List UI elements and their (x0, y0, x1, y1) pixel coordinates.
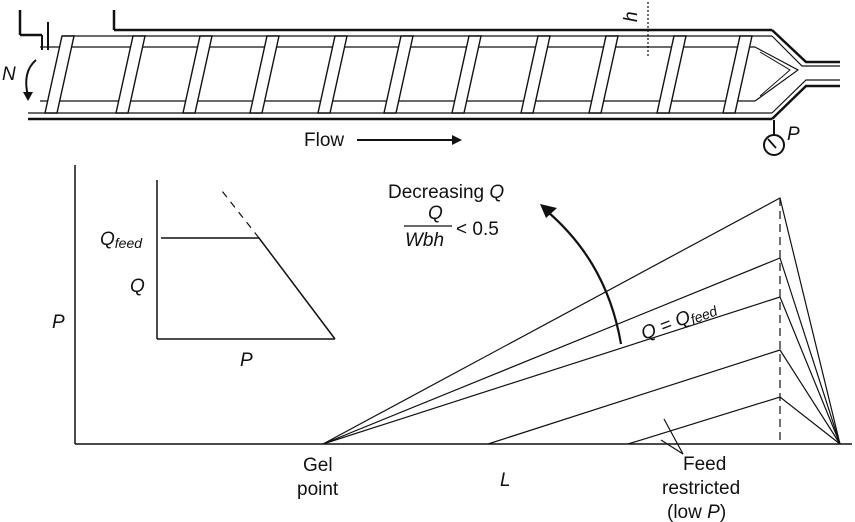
inset-x-label: P (240, 350, 253, 371)
extruder-schematic: h N Flow P (2, 2, 840, 156)
ratio-denominator: Wbh (405, 230, 444, 251)
gel-point-label-line1: Gel (303, 455, 333, 476)
rotation-arrow-icon (23, 92, 33, 101)
inset-y-label: Q (130, 276, 145, 297)
screw-flight (317, 35, 348, 114)
decreasing-q-arrow (547, 211, 623, 345)
inset-extrapolation-line (221, 190, 260, 239)
screw-flight (722, 35, 753, 114)
ratio-condition: < 0.5 (456, 219, 499, 240)
gel-point-label-line2: point (297, 479, 339, 500)
screw-flight (115, 35, 146, 114)
screw-flight (182, 35, 213, 114)
die-pressure-label: P (787, 124, 800, 145)
screw-flight (451, 35, 482, 114)
feed-restricted-label-line2: restricted (662, 478, 740, 499)
screw-flight (656, 35, 687, 114)
q-equals-qfeed-label: Q = Qfeed (638, 297, 720, 346)
pressure-profile-4 (487, 349, 841, 445)
pressure-profile-3 (322, 296, 841, 445)
screw-flight (44, 35, 75, 114)
pressure-profile-1 (322, 197, 841, 445)
decreasing-q-arrowhead-icon (540, 204, 557, 218)
screw-flight (249, 35, 280, 114)
pressure-gauge-icon (763, 120, 785, 156)
flow-arrow-icon (357, 135, 462, 145)
ratio-numerator: Q (428, 203, 443, 224)
feed-restricted-pointer-1 (663, 418, 684, 455)
feed-restricted-pointer-2 (660, 439, 684, 455)
x-axis-label: L (500, 470, 511, 491)
main-pressure-plot: P L Gel point Feed restricted (low P) De… (52, 165, 852, 522)
pressure-profile-5 (627, 396, 841, 445)
screw-flights (44, 35, 753, 114)
decreasing-q-label: Decreasing Q (388, 182, 504, 203)
feed-restricted-label-line1: Feed (683, 454, 726, 475)
inset-q-curve (161, 237, 336, 340)
channel-depth-label: h (621, 11, 642, 22)
screw-flight (588, 35, 619, 114)
pressure-profile-2 (322, 257, 841, 445)
screw-flight (520, 35, 551, 114)
screw-speed-label: N (2, 64, 16, 85)
flow-label: Flow (304, 130, 344, 151)
screw-flight (383, 35, 414, 114)
inset-feed-label: Qfeed (100, 229, 143, 251)
y-axis-label: P (52, 312, 65, 333)
feed-restricted-label-line3: (low P) (667, 502, 726, 522)
inset-q-vs-p: Qfeed Q P (100, 180, 336, 371)
